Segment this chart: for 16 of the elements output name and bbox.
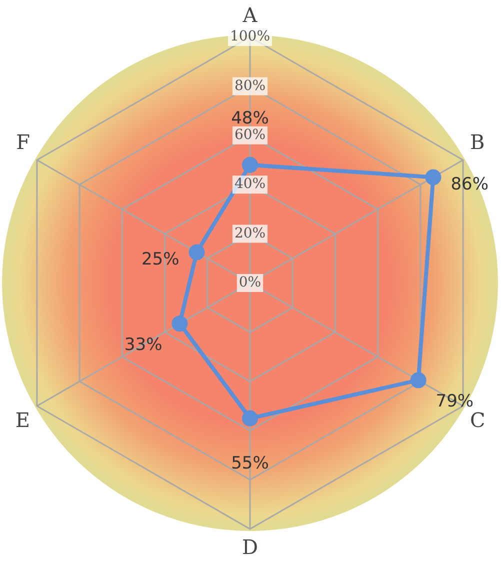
spoke-label: E [15, 408, 30, 432]
spoke-label: C [470, 408, 486, 432]
spoke-label: B [470, 130, 485, 154]
y-tick-label: 100% [230, 28, 270, 45]
spoke-label: F [16, 130, 30, 154]
y-tick-label: 80% [234, 78, 266, 94]
data-label: 33% [124, 335, 162, 356]
spoke-label: A [242, 3, 258, 28]
y-tick-label: 20% [234, 225, 266, 242]
y-tick-label: 0% [238, 274, 262, 291]
data-label: 48% [231, 108, 269, 128]
data-label: 55% [231, 454, 269, 474]
y-tick-label: 40% [234, 176, 266, 192]
data-label: 25% [141, 250, 180, 270]
y-tick-label: 60% [234, 127, 266, 144]
spoke-label: D [242, 535, 258, 560]
